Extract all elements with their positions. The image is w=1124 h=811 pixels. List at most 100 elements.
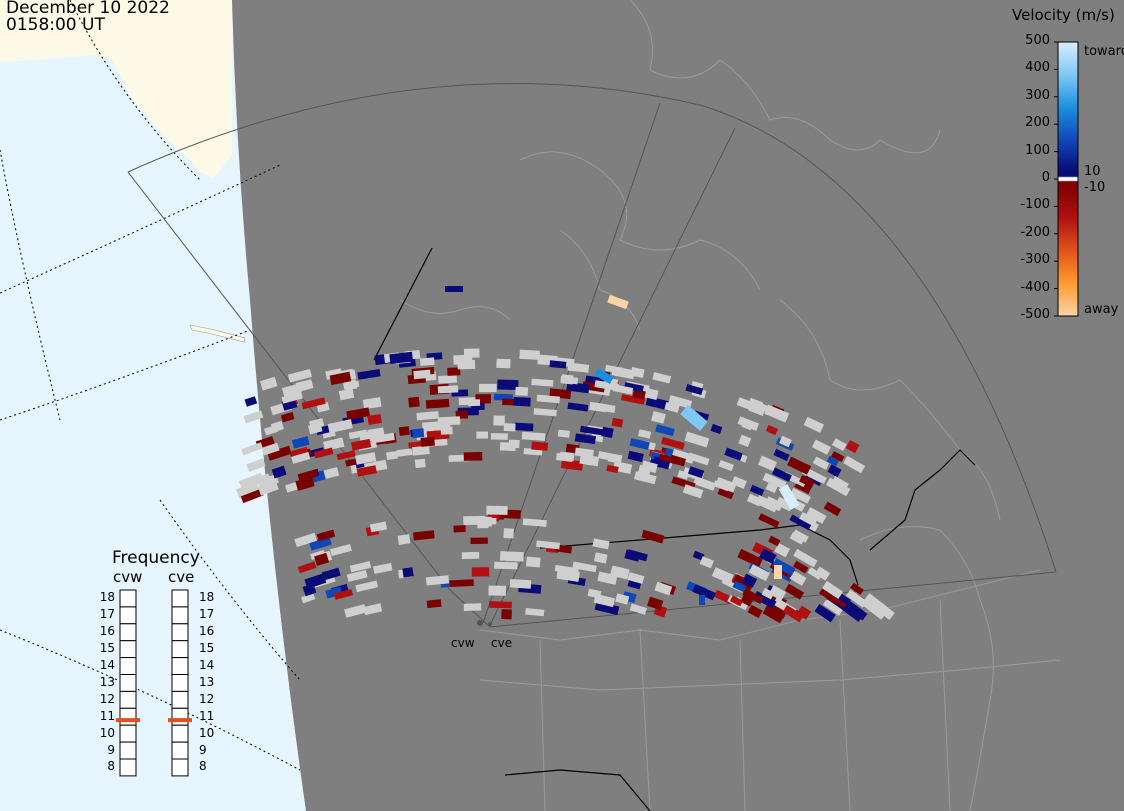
scatter-cell [845, 439, 860, 454]
scatter-cell [875, 602, 895, 620]
scatter-cell [611, 417, 624, 428]
map-outlines [399, 0, 1061, 811]
scatter-cell [486, 505, 508, 515]
frequency-cell [119, 707, 137, 726]
scatter-cell [503, 423, 516, 432]
scatter-cell [762, 472, 787, 490]
velocity-scatter [236, 286, 895, 624]
scatter-cell [396, 448, 413, 457]
frequency-scale-right: 18 [199, 590, 215, 605]
frequency-cell [119, 690, 137, 709]
scatter-cell [593, 593, 615, 608]
scatter-cell [620, 394, 646, 405]
frequency-cell [171, 657, 189, 675]
scatter-cell [742, 588, 764, 604]
scatter-cell [302, 583, 317, 597]
scatter-cell [737, 416, 760, 431]
scatter-cell [416, 411, 439, 421]
scatter-cell [463, 603, 482, 612]
scatter-cell [724, 447, 743, 461]
frequency-scale-right: 16 [199, 624, 215, 639]
frequency-cell [171, 758, 189, 777]
scatter-cell [348, 429, 368, 440]
scatter-cell [787, 456, 812, 475]
scatter-cell [579, 425, 604, 436]
scatter-cell [420, 436, 435, 447]
field-of-view [127, 83, 1057, 628]
scatter-cell [771, 467, 792, 482]
frequency-scale-left: 16 [99, 624, 115, 639]
scatter-cell [747, 604, 763, 619]
scatter-cell [316, 529, 336, 542]
scatter-cell [260, 376, 278, 391]
scatter-cell [301, 593, 316, 604]
scatter-cell [297, 561, 317, 574]
frequency-cell [171, 674, 189, 692]
frequency-cell [119, 724, 137, 743]
scatter-cell [812, 456, 830, 470]
scatter-cell [313, 447, 334, 459]
scatter-cell [301, 397, 326, 410]
scatter-cell [685, 384, 704, 396]
legend-title: Velocity (m/s) [1012, 6, 1115, 24]
scatter-cell [470, 537, 488, 544]
scatter-cell [749, 484, 765, 497]
scatter-cell [295, 379, 314, 392]
scatter-cell [559, 451, 575, 462]
scatter-cell [267, 445, 292, 461]
scatter-cell [594, 368, 614, 384]
frequency-scale-right: 12 [199, 691, 215, 706]
frequency-cell [119, 758, 137, 777]
scatter-cell [349, 561, 372, 573]
scatter-cell [789, 487, 811, 504]
scatter-cell [497, 379, 519, 391]
scatter-cell [357, 368, 381, 380]
frequency-scale-left: 12 [99, 691, 115, 706]
scatter-cell [805, 506, 827, 524]
scatter-cell [515, 386, 529, 396]
legend-tick: 300 [1025, 87, 1050, 103]
legend-away-label: away [1084, 302, 1119, 317]
legend-tick: -500 [1020, 307, 1050, 322]
scatter-cell [682, 484, 704, 499]
frequency-cell [119, 741, 137, 760]
scatter-cell [398, 426, 410, 436]
scatter-cell [509, 578, 532, 589]
scatter-cell [536, 394, 560, 404]
scatter-cell [291, 451, 311, 464]
scatter-cell [731, 476, 747, 489]
scatter-cell [738, 434, 752, 448]
scatter-cell [463, 348, 480, 358]
frequency-title: Frequency [112, 548, 200, 568]
scatter-cell [687, 466, 705, 479]
scatter-cell [536, 540, 560, 550]
scatter-cell [775, 496, 794, 512]
frequency-scale-right: 9 [199, 742, 207, 757]
scatter-cell [525, 556, 541, 568]
scatter-cell [684, 431, 710, 448]
scatter-cell [533, 408, 557, 417]
scatter-cell [803, 416, 825, 433]
scatter-cell [574, 447, 594, 459]
scatter-cell [661, 436, 685, 450]
frequency-cell [171, 741, 189, 760]
legend-tick: 400 [1025, 60, 1050, 76]
scatter-cell [329, 371, 352, 386]
scatter-cell [386, 450, 398, 461]
scatter-cell [440, 426, 453, 435]
legend-tick: -300 [1020, 252, 1050, 268]
frequency-cell [119, 657, 137, 675]
scatter-cell [793, 560, 809, 574]
scatter-cell [308, 536, 332, 551]
scatter-cell [761, 587, 775, 600]
scatter-cell [389, 351, 414, 365]
scatter-cell [271, 465, 287, 479]
scatter-cell [425, 575, 450, 586]
scatter-cell [414, 458, 426, 469]
scatter-cell [419, 357, 435, 366]
time-text: 0158:00 UT [6, 15, 105, 35]
scatter-cell [294, 532, 318, 548]
scatter-cell [514, 422, 534, 432]
scatter-cell [827, 464, 842, 478]
scatter-cell [655, 424, 675, 437]
